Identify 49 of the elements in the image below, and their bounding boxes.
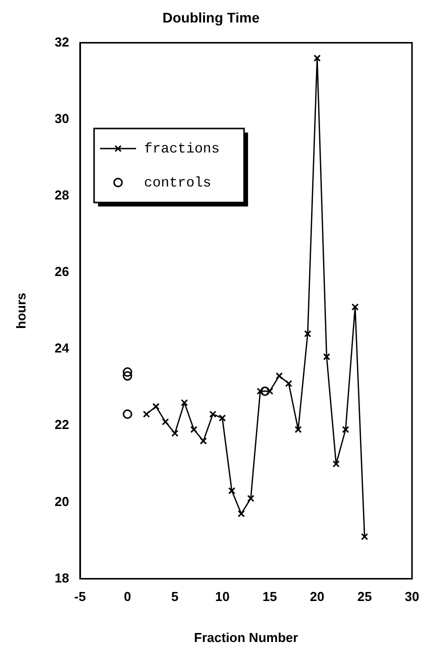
x-axis-title: Fraction Number (194, 630, 298, 645)
point (209, 410, 216, 418)
point (342, 426, 350, 434)
point (304, 330, 312, 338)
point (122, 371, 132, 381)
y-tick-label: 28 (54, 188, 70, 203)
y-tick-label: 24 (54, 340, 70, 356)
point (122, 367, 132, 377)
point (266, 388, 274, 395)
y-tick-label: 18 (54, 570, 70, 586)
point (260, 386, 270, 396)
point (361, 533, 368, 540)
point (190, 426, 198, 434)
x-tick-label: 25 (357, 589, 372, 604)
point (314, 54, 321, 62)
point (294, 426, 302, 434)
point (152, 402, 160, 410)
point (352, 303, 359, 311)
x-tick-label: -5 (74, 589, 86, 604)
y-tick-label: 22 (54, 417, 70, 432)
x-tick-label: 15 (262, 589, 277, 604)
point (323, 353, 330, 360)
legend-label: controls (144, 175, 212, 192)
y-axis-title: hours (13, 292, 28, 329)
point (332, 460, 340, 468)
point (200, 437, 207, 445)
point (285, 380, 292, 388)
x-tick-label: 5 (171, 589, 179, 604)
point (218, 414, 226, 422)
point (276, 372, 283, 380)
x-tick-label: 0 (124, 589, 132, 604)
point (228, 487, 236, 494)
point (122, 409, 132, 419)
point (180, 399, 188, 406)
y-tick-label: 30 (54, 110, 70, 126)
x-tick-label: 20 (310, 589, 324, 604)
point (238, 510, 245, 518)
point (256, 388, 264, 395)
point (247, 494, 254, 502)
x-tick-label: 30 (404, 589, 420, 604)
y-tick-label: 32 (54, 34, 70, 50)
y-tick-label: 20 (54, 494, 70, 509)
point (142, 410, 150, 418)
y-tick-label: 26 (54, 264, 70, 280)
legend-label: fractions (144, 141, 220, 158)
point (171, 430, 178, 437)
point (162, 418, 169, 426)
x-tick-label: 10 (215, 589, 230, 604)
chart-title: Doubling Time (162, 9, 260, 26)
